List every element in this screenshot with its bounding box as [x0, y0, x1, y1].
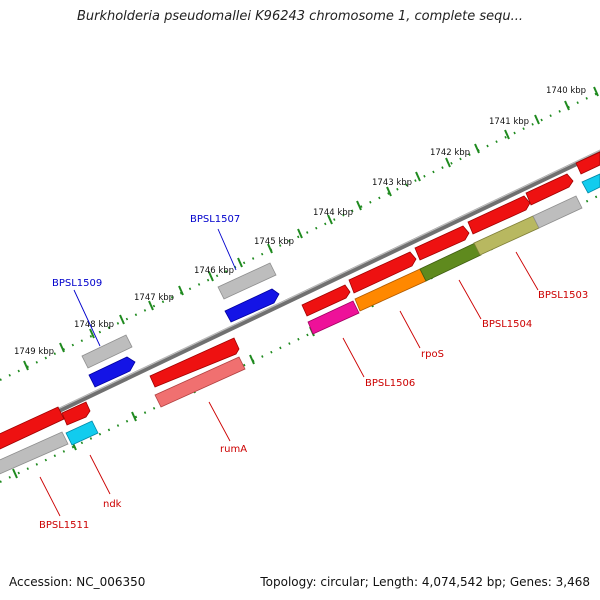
leader-bpsl1506: [342, 337, 365, 378]
accession-text: Accession: NC_006350: [9, 575, 146, 589]
leader-bpsl1503: [515, 251, 539, 291]
scale-label-1748: 1748 kbp: [74, 320, 114, 330]
gene-grey-bpsl1511[interactable]: [0, 431, 69, 476]
gene-red-arrow-6[interactable]: [575, 151, 600, 175]
gene-red-arrow-5[interactable]: [525, 173, 574, 206]
gene-label-rpos[interactable]: rpoS: [421, 349, 444, 360]
gene-red-arrow-1[interactable]: [301, 284, 351, 317]
gene-arrow-bpsl1507[interactable]: [224, 288, 280, 323]
gene-red-arrow-2[interactable]: [348, 251, 417, 294]
leader-bpsl1509: [73, 289, 101, 347]
genome-summary-text: Topology: circular; Length: 4,074,542 bp…: [260, 575, 590, 589]
gene-olive-bpsl1504[interactable]: [419, 242, 482, 282]
gene-red-arrow-4[interactable]: [467, 195, 531, 235]
leader-bpsl1511: [39, 476, 61, 517]
gene-cyan-right[interactable]: [581, 173, 600, 194]
gene-label-ruma[interactable]: rumA: [220, 444, 247, 455]
gene-arrow-bpsl1509[interactable]: [88, 356, 136, 388]
scale-label-1743: 1743 kbp: [372, 178, 412, 188]
scale-label-1740: 1740 kbp: [546, 86, 586, 96]
gene-label-bpsl1509[interactable]: BPSL1509: [52, 278, 102, 289]
scale-label-1741: 1741 kbp: [489, 117, 529, 127]
gene-label-bpsl1504[interactable]: BPSL1504: [482, 319, 532, 330]
gene-red-arrow-left-small[interactable]: [61, 401, 91, 426]
gene-label-bpsl1511[interactable]: BPSL1511: [39, 520, 89, 531]
scale-label-1744: 1744 kbp: [313, 208, 353, 218]
gene-cyan-ndk[interactable]: [65, 420, 99, 446]
gene-red-arrow-3[interactable]: [414, 225, 470, 261]
scale-label-1747: 1747 kbp: [134, 293, 174, 303]
leader-ndk: [89, 454, 111, 495]
gene-grey-block-left[interactable]: [81, 334, 133, 369]
leader-bpsl1504: [458, 279, 482, 320]
gene-grey-block-upper[interactable]: [217, 262, 277, 300]
gene-label-bpsl1503[interactable]: BPSL1503: [538, 290, 588, 301]
scale-label-1746: 1746 kbp: [194, 266, 234, 276]
gene-label-bpsl1507[interactable]: BPSL1507: [190, 214, 240, 225]
gene-grey-right[interactable]: [532, 195, 583, 229]
gene-salmon-ruma[interactable]: [154, 356, 246, 408]
backbone-highlight: [0, 149, 600, 438]
leader-bpsl1507: [217, 228, 237, 271]
leader-rpos: [399, 310, 421, 349]
scale-label-1745: 1745 kbp: [254, 237, 294, 247]
gene-label-bpsl1506[interactable]: BPSL1506: [365, 378, 415, 389]
scale-dots-outer: [0, 91, 600, 381]
gene-red-arrow-left[interactable]: [0, 406, 65, 450]
backbone-line: [0, 149, 600, 442]
leader-ruma: [208, 401, 231, 442]
gene-magenta-bpsl1506[interactable]: [307, 300, 360, 335]
scale-label-1742: 1742 kbp: [430, 148, 470, 158]
scale-label-1749: 1749 kbp: [14, 347, 54, 357]
gene-label-ndk[interactable]: ndk: [103, 499, 122, 510]
scale-dots-inner: [0, 194, 600, 483]
scale-ticks-outer: [23, 86, 599, 371]
map-title: Burkholderia pseudomallei K96243 chromos…: [76, 9, 524, 24]
gene-red-arrow-middle[interactable]: [149, 337, 240, 388]
